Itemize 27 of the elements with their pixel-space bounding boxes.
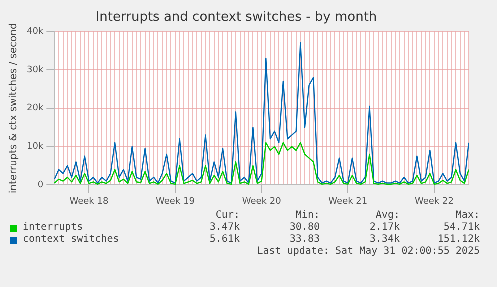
legend-label: interrupts <box>23 222 84 234</box>
x-tick-label: Week 21 <box>328 196 368 207</box>
x-tick-label: Week 18 <box>70 196 109 207</box>
y-tick-label: 20k <box>26 104 44 114</box>
y-tick-label: 30k <box>26 65 44 76</box>
y-tick-label: 10k <box>26 142 44 152</box>
text: Avg: <box>374 210 400 222</box>
text: 151.12k <box>436 234 480 246</box>
text: 3.34k <box>368 234 400 246</box>
text: Cur: <box>214 210 240 222</box>
text: 33.83 <box>288 234 320 246</box>
text: Last update: Sat May 31 02:00:55 2025 <box>256 246 480 258</box>
legend-label: context switches <box>23 234 120 246</box>
text: Min: <box>294 210 320 222</box>
text: 54.71k <box>442 222 480 234</box>
text: 3.47k <box>208 222 240 234</box>
chart-title: Interrupts and context switches - by month <box>96 10 378 26</box>
text: 5.61k <box>208 234 240 246</box>
x-tick-label: Week 22 <box>414 196 454 207</box>
x-tick-label: Week 19 <box>156 196 196 207</box>
text: 2.17k <box>368 222 400 234</box>
text: 30.80 <box>288 222 320 234</box>
text: Max: <box>454 210 480 222</box>
x-tick-label: Week 20 <box>242 196 282 207</box>
y-tick-label: 0 <box>38 180 44 191</box>
y-axis-title: interrupts & ctx switches / second <box>8 23 20 194</box>
y-tick-label: 40k <box>26 26 44 37</box>
